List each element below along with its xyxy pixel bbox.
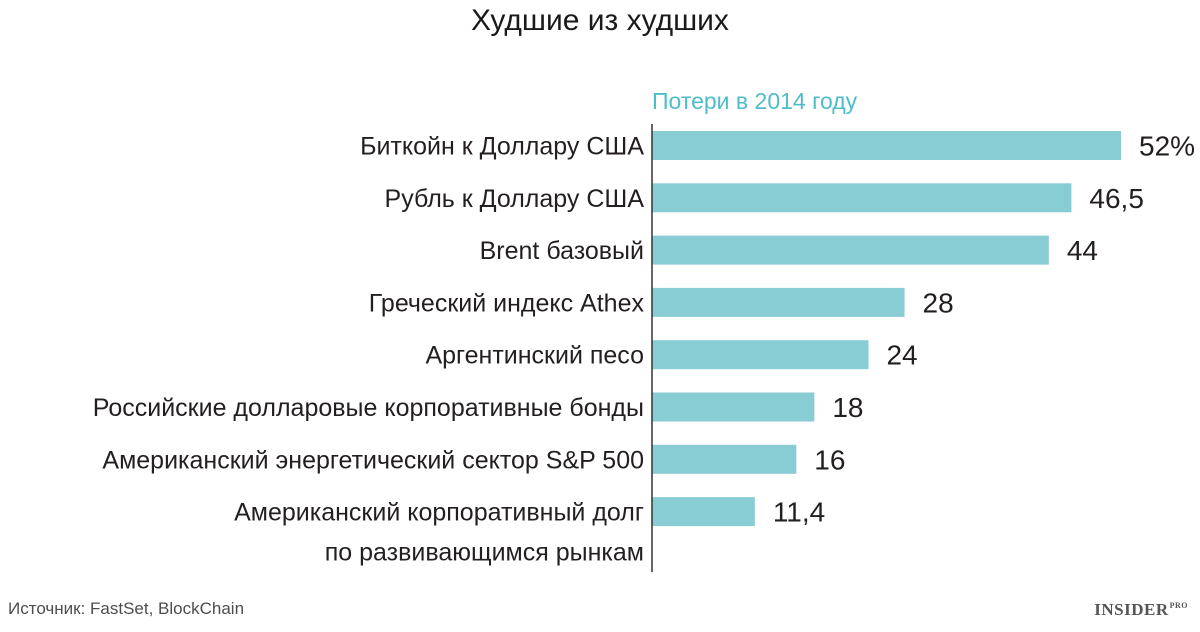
category-label-7-0: Американский корпоративный долг (234, 499, 644, 527)
bar-5 (652, 392, 815, 422)
value-label-6: 16 (814, 444, 845, 475)
value-label-3: 28 (923, 287, 954, 318)
category-label-6: Американский энергетический сектор S&P 5… (102, 446, 644, 474)
chart-title: Худшие из худших (471, 4, 729, 37)
category-label-2: Brent базовый (480, 237, 644, 265)
bar-1 (652, 183, 1072, 213)
logo-main: INSIDER (1094, 600, 1169, 619)
value-label-0: 52% (1139, 131, 1195, 162)
value-label-5: 18 (832, 392, 863, 423)
value-label-4: 24 (886, 340, 917, 371)
source-note: Источник: FastSet, BlockChain (8, 599, 245, 618)
category-label-5: Российские долларовые корпоративные бонд… (93, 394, 644, 422)
category-label-4: Аргентинский песо (425, 342, 644, 370)
category-label-7-1: по развивающимся рынкам (325, 539, 644, 567)
bar-3 (652, 287, 905, 317)
value-label-1: 46,5 (1089, 183, 1144, 214)
series-label: Потери в 2014 году (652, 88, 858, 114)
category-label-3: Греческий индекс Athex (369, 289, 645, 317)
bar-2 (652, 235, 1049, 265)
value-label-2: 44 (1067, 235, 1098, 266)
insider-pro-logo: INSIDERPRO (1094, 600, 1188, 620)
bar-4 (652, 340, 869, 370)
bar-7 (652, 497, 755, 527)
category-label-0: Биткойн к Доллару США (360, 133, 644, 161)
bar-0 (652, 131, 1121, 160)
category-label-1: Рубль к Доллару США (385, 185, 645, 213)
value-label-7: 11,4 (773, 497, 825, 528)
bar-6 (652, 444, 797, 474)
logo-sup: PRO (1169, 601, 1188, 611)
